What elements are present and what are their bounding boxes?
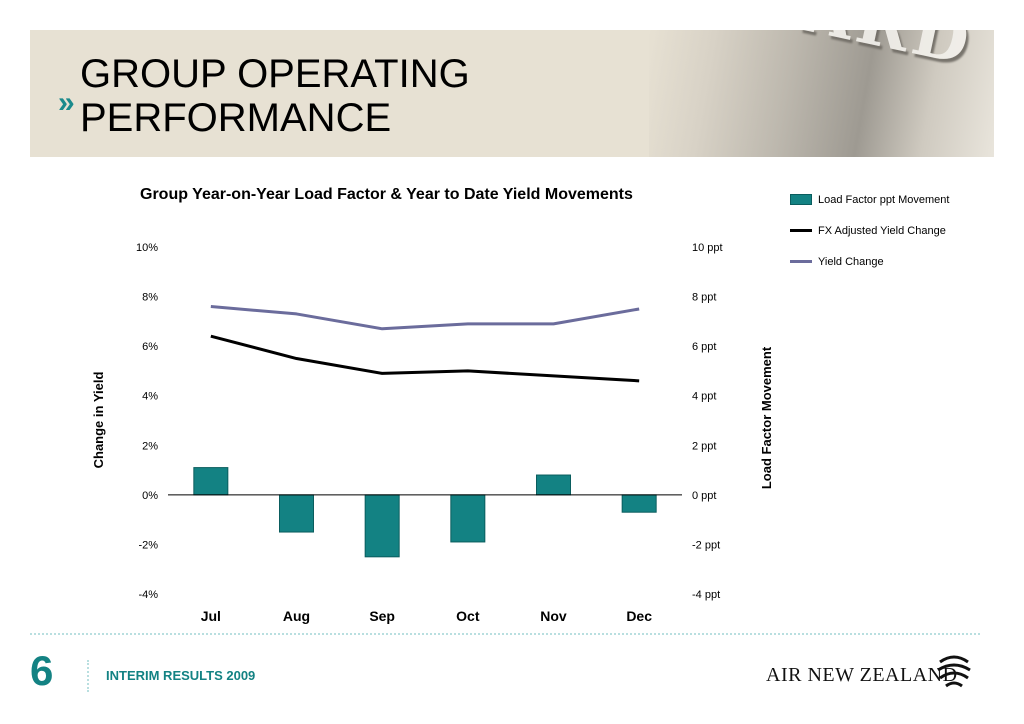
bar-load-factor [193, 467, 229, 496]
legend-item-fx-yield: FX Adjusted Yield Change [790, 215, 949, 246]
line-fx-adjusted-yield [210, 334, 640, 383]
chart-title: Group Year-on-Year Load Factor & Year to… [140, 186, 633, 203]
x-tick-label: Oct [456, 608, 480, 624]
header-banner: BOARD ON WELCOME [30, 30, 994, 157]
koru-logo-icon [937, 655, 971, 688]
bar-load-factor [364, 494, 400, 558]
legend-swatch-fx-yield [790, 229, 812, 232]
footer-divider [30, 633, 980, 635]
y-left-tick-label: -2% [138, 539, 158, 551]
legend-item-load-factor: Load Factor ppt Movement [790, 184, 949, 215]
legend-label-load-factor: Load Factor ppt Movement [818, 193, 950, 206]
bar-load-factor [279, 494, 314, 533]
y-right-tick-label: 0 ppt [692, 490, 716, 502]
y-left-tick-label: 2% [142, 440, 158, 452]
page-number: 6 [30, 647, 54, 694]
y-left-axis-title: Change in Yield [91, 372, 106, 469]
y-right-tick-label: 10 ppt [692, 242, 723, 254]
y-left-tick-label: 6% [142, 341, 158, 353]
y-left-tick-label: 8% [142, 292, 158, 304]
bar-load-factor [536, 474, 571, 496]
x-tick-label: Dec [626, 608, 652, 624]
x-tick-label: Jul [201, 608, 221, 624]
header-photo: BOARD ON WELCOME [649, 30, 994, 157]
legend-label-fx-yield: FX Adjusted Yield Change [818, 224, 946, 237]
bar-load-factor [621, 494, 657, 513]
y-right-tick-label: 8 ppt [692, 292, 716, 304]
x-tick-label: Aug [283, 608, 310, 624]
legend-swatch-load-factor [790, 194, 812, 205]
footer-text: INTERIM RESULTS 2009 [106, 668, 256, 683]
y-right-tick-label: 6 ppt [692, 341, 716, 353]
y-left-tick-label: 10% [136, 242, 158, 254]
legend-swatch-yield [790, 260, 812, 263]
brand-logo-text: AIR NEW ZEALAND [766, 664, 958, 686]
y-left-tick-label: -4% [138, 589, 158, 601]
line-yield-change [210, 304, 640, 331]
page-title-line1: GROUP OPERATING [80, 52, 470, 96]
x-tick-label: Sep [369, 608, 395, 624]
bar-load-factor [450, 494, 486, 543]
chart-legend: Load Factor ppt Movement FX Adjusted Yie… [790, 184, 949, 277]
x-tick-label: Nov [540, 608, 567, 624]
y-right-tick-label: 2 ppt [692, 440, 716, 452]
page-title: GROUP OPERATING PERFORMANCE [80, 52, 470, 140]
y-right-axis-title: Load Factor Movement [759, 346, 774, 489]
chevron-icon: » [58, 86, 75, 119]
footer-separator [87, 660, 89, 692]
y-left-tick-label: 0% [142, 490, 158, 502]
legend-item-yield: Yield Change [790, 246, 949, 277]
y-right-tick-label: -4 ppt [692, 589, 720, 601]
page-title-line2: PERFORMANCE [80, 96, 392, 140]
y-left-tick-label: 4% [142, 391, 158, 403]
y-right-tick-label: -2 ppt [692, 539, 720, 551]
legend-label-yield: Yield Change [818, 255, 884, 268]
y-right-tick-label: 4 ppt [692, 391, 716, 403]
